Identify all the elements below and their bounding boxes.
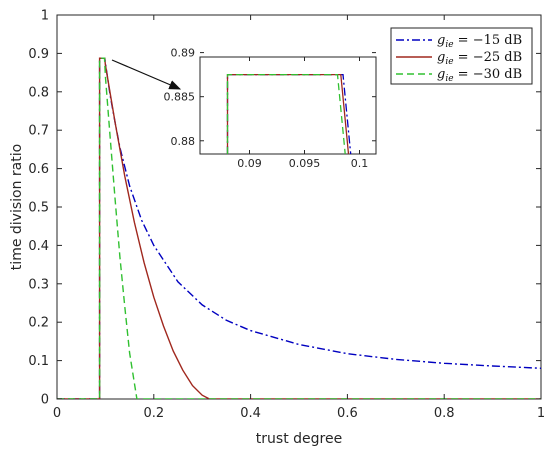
inset-x-tick-label: 0.09	[237, 157, 262, 170]
legend-subscript: ie	[445, 74, 453, 84]
inset-series-line-3	[226, 73, 346, 154]
y-tick-label: 0.6	[28, 162, 49, 177]
y-tick-label: 0.4	[28, 239, 49, 254]
legend-subscript: ie	[445, 57, 453, 67]
x-tick-label: 0.8	[434, 406, 455, 421]
x-axis-label: trust degree	[256, 431, 342, 447]
legend-subscript: ie	[445, 40, 453, 50]
main-axis-ticks: 0 0.2 0.4 0.6 0.8 1 0 0.1 0.2 0.3 0.4 0.5 0.6 0.7 0.8 0…	[28, 9, 545, 422]
legend-var: g	[437, 67, 445, 82]
y-tick-label: 0.7	[28, 124, 49, 139]
inset-y-tick-label: 0.885	[164, 91, 196, 104]
y-tick-label: 0.2	[28, 316, 49, 331]
y-tick-label: 0.8	[28, 85, 49, 100]
legend-box	[390, 27, 533, 85]
inset-x-tick-label: 0.1	[351, 157, 369, 170]
inset-x-tick-label: 0.095	[289, 157, 321, 170]
legend-value: = −25 dB	[454, 50, 523, 65]
zoom-arrow	[111, 59, 182, 90]
inset-y-tick-label: 0.88	[171, 135, 196, 148]
main-series-group	[57, 57, 541, 399]
y-axis-label: time division ratio	[9, 144, 25, 270]
series-line-3	[57, 57, 541, 399]
inset-y-tick-label: 0.89	[171, 47, 196, 60]
y-tick-label: 0	[41, 393, 49, 408]
y-tick-label: 0.3	[28, 277, 49, 292]
x-tick-label: 1	[537, 406, 545, 421]
legend-var: g	[437, 33, 445, 48]
y-tick-label: 1	[41, 9, 49, 24]
legend-label-2: gie = −25 dB	[437, 50, 522, 67]
legend-label-3: gie = −30 dB	[437, 67, 522, 84]
legend-label-1: gie = −15 dB	[437, 33, 522, 50]
y-tick-label: 0.1	[28, 354, 49, 369]
x-tick-label: 0	[53, 406, 61, 421]
legend-value: = −30 dB	[454, 67, 523, 82]
x-tick-label: 0.4	[240, 406, 261, 421]
y-tick-label: 0.9	[28, 47, 49, 62]
y-tick-label: 0.5	[28, 201, 49, 216]
inset-axis-ticks: 0.09 0.095 0.1 0.88 0.885 0.89	[164, 47, 376, 170]
x-tick-label: 0.2	[143, 406, 164, 421]
legend-value: = −15 dB	[454, 33, 523, 48]
legend-var: g	[437, 50, 445, 65]
x-tick-label: 0.6	[337, 406, 358, 421]
inset-series-group	[226, 73, 352, 154]
